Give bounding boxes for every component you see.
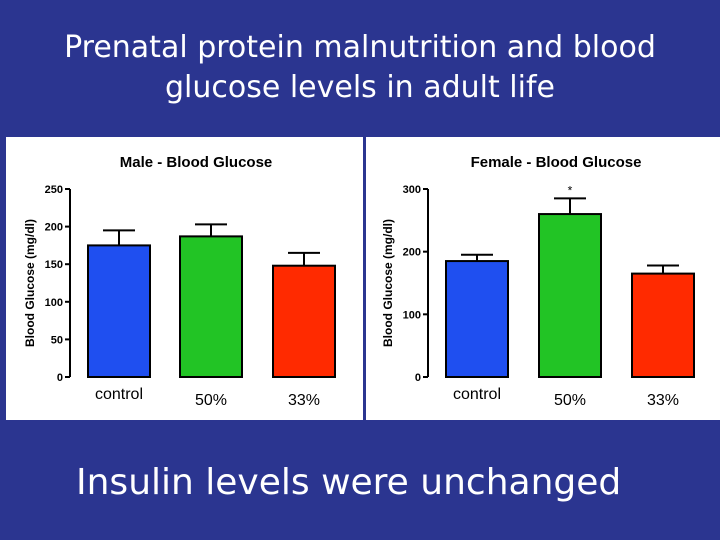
female-y-tick-label-100: 100 — [403, 309, 421, 321]
slide-title-line-1: Prenatal protein malnutrition and blood — [64, 30, 656, 65]
female-bar-33% — [631, 272, 695, 379]
male-category-label-50%: 50% — [195, 392, 227, 409]
male-blood-glucose-chart: Male - Blood Glucose Blood Glucose (mg/dl… — [23, 154, 336, 409]
male-y-tick-label-50: 50 — [51, 334, 63, 346]
male-y-tick-label-250: 250 — [45, 184, 63, 196]
female-chart-panel: Female - Blood Glucose Blood Glucose (mg/… — [366, 137, 720, 420]
male-y-tick-label-0: 0 — [57, 372, 63, 384]
male-bar-control — [87, 244, 151, 379]
male-chart-panel: Male - Blood Glucose Blood Glucose (mg/dl… — [6, 137, 363, 420]
male-y-axis-label: Blood Glucose (mg/dl) — [23, 219, 37, 347]
female-y-axis-label: Blood Glucose (mg/dl) — [381, 219, 395, 347]
female-category-label-control: control — [453, 386, 501, 403]
female-bar-50% — [538, 213, 602, 378]
female-category-label-33%: 33% — [647, 392, 679, 409]
female-bar-control — [445, 260, 509, 378]
male-y-tick-label-150: 150 — [45, 259, 63, 271]
male-y-tick-label-100: 100 — [45, 297, 63, 309]
male-y-tick-label-200: 200 — [45, 222, 63, 234]
female-y-tick-label-200: 200 — [403, 247, 421, 259]
female-y-tick-label-0: 0 — [415, 372, 421, 384]
female-significance-marker-50%: * — [568, 183, 573, 197]
slide-title: Prenatal protein malnutrition and blood … — [0, 28, 720, 108]
female-category-label-50%: 50% — [554, 392, 586, 409]
male-bar-50% — [179, 235, 243, 378]
male-chart-title: Male - Blood Glucose — [120, 154, 273, 171]
slide-title-line-2: glucose levels in adult life — [164, 70, 555, 105]
male-category-label-control: control — [95, 386, 143, 403]
female-blood-glucose-chart: Female - Blood Glucose Blood Glucose (mg/… — [381, 154, 695, 409]
footer-text: Insulin levels were unchanged — [76, 462, 622, 503]
female-y-tick-label-300: 300 — [403, 184, 421, 196]
male-bar-33% — [272, 264, 336, 378]
female-chart-title: Female - Blood Glucose — [471, 154, 642, 171]
male-category-label-33%: 33% — [288, 392, 320, 409]
